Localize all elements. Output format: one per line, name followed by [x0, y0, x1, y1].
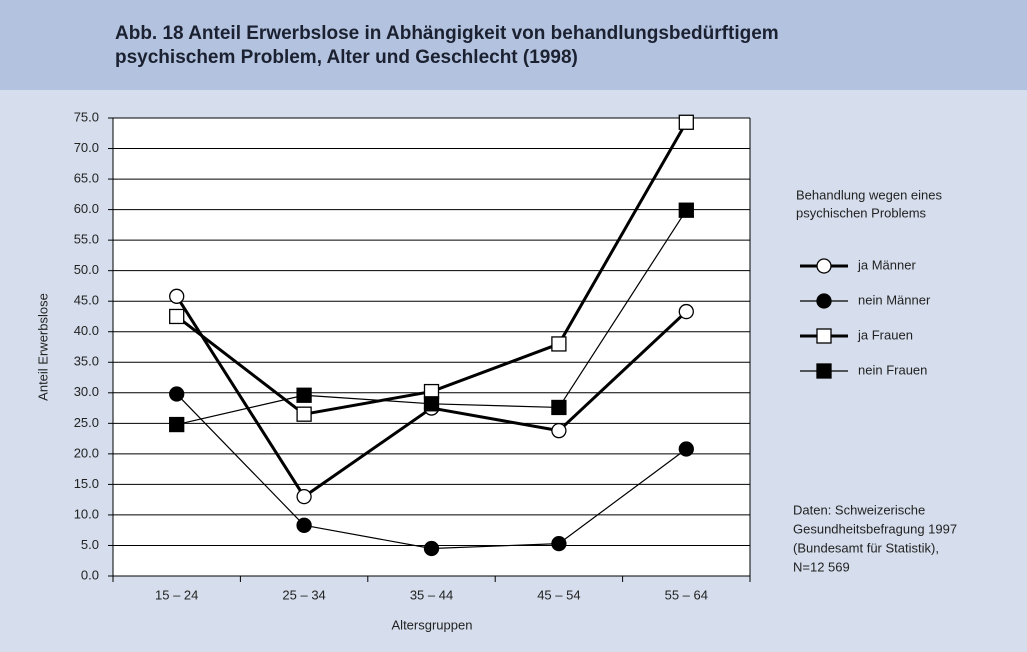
header-band — [0, 0, 1027, 90]
y-tick-label: 10.0 — [74, 506, 99, 521]
marker — [551, 535, 567, 552]
marker — [169, 308, 185, 325]
legend-label: nein Frauen — [858, 362, 927, 377]
y-tick-label: 75.0 — [74, 109, 99, 124]
y-tick-label: 65.0 — [74, 171, 99, 186]
marker — [678, 441, 694, 457]
legend-marker — [816, 363, 832, 379]
source-note: Daten: Schweizerische — [793, 502, 925, 517]
legend-label: nein Männer — [858, 292, 931, 307]
marker — [169, 386, 185, 402]
marker — [678, 303, 694, 320]
x-tick-label: 45 – 54 — [537, 587, 580, 602]
legend-marker — [816, 258, 832, 274]
x-tick-label: 35 – 44 — [410, 587, 453, 602]
marker — [678, 202, 694, 218]
legend-marker — [816, 328, 832, 344]
y-axis-title: Anteil Erwerbslose — [35, 293, 50, 401]
x-axis-title: Altersgruppen — [392, 617, 473, 632]
y-tick-label: 0.0 — [81, 567, 99, 582]
marker — [551, 423, 567, 439]
marker — [169, 288, 185, 304]
source-note: Gesundheitsbefragung 1997 — [793, 521, 957, 536]
marker — [551, 399, 567, 416]
y-tick-label: 60.0 — [74, 201, 99, 216]
x-tick-label: 15 – 24 — [155, 587, 198, 602]
y-tick-label: 5.0 — [81, 537, 99, 552]
y-tick-label: 25.0 — [74, 415, 99, 430]
legend-title: Behandlung wegen eines — [796, 187, 943, 202]
marker — [678, 114, 694, 130]
y-tick-label: 40.0 — [74, 323, 99, 338]
chart-title: psychischem Problem, Alter und Geschlech… — [115, 47, 578, 68]
y-tick-label: 70.0 — [74, 140, 99, 155]
marker — [423, 540, 440, 557]
x-tick-label: 25 – 34 — [282, 587, 325, 602]
marker — [169, 416, 185, 433]
source-note: N=12 569 — [793, 559, 850, 574]
marker — [296, 517, 312, 533]
y-tick-label: 50.0 — [74, 262, 99, 277]
y-tick-label: 35.0 — [74, 354, 99, 369]
marker — [423, 396, 440, 412]
marker — [296, 387, 312, 403]
marker — [296, 488, 312, 505]
legend-title: psychischen Problems — [796, 205, 927, 220]
y-tick-label: 15.0 — [74, 476, 99, 491]
y-tick-label: 20.0 — [74, 445, 99, 460]
y-tick-label: 30.0 — [74, 384, 99, 399]
marker — [551, 336, 567, 352]
marker — [296, 406, 312, 422]
y-tick-label: 45.0 — [74, 293, 99, 308]
y-tick-label: 55.0 — [74, 232, 99, 247]
chart-title: Abb. 18 Anteil Erwerbslose in Abhängigke… — [115, 23, 779, 44]
source-note: (Bundesamt für Statistik), — [793, 540, 939, 555]
legend-label: ja Frauen — [857, 327, 913, 342]
x-tick-label: 55 – 64 — [665, 587, 708, 602]
legend-label: ja Männer — [857, 257, 916, 272]
legend-marker — [816, 293, 832, 309]
